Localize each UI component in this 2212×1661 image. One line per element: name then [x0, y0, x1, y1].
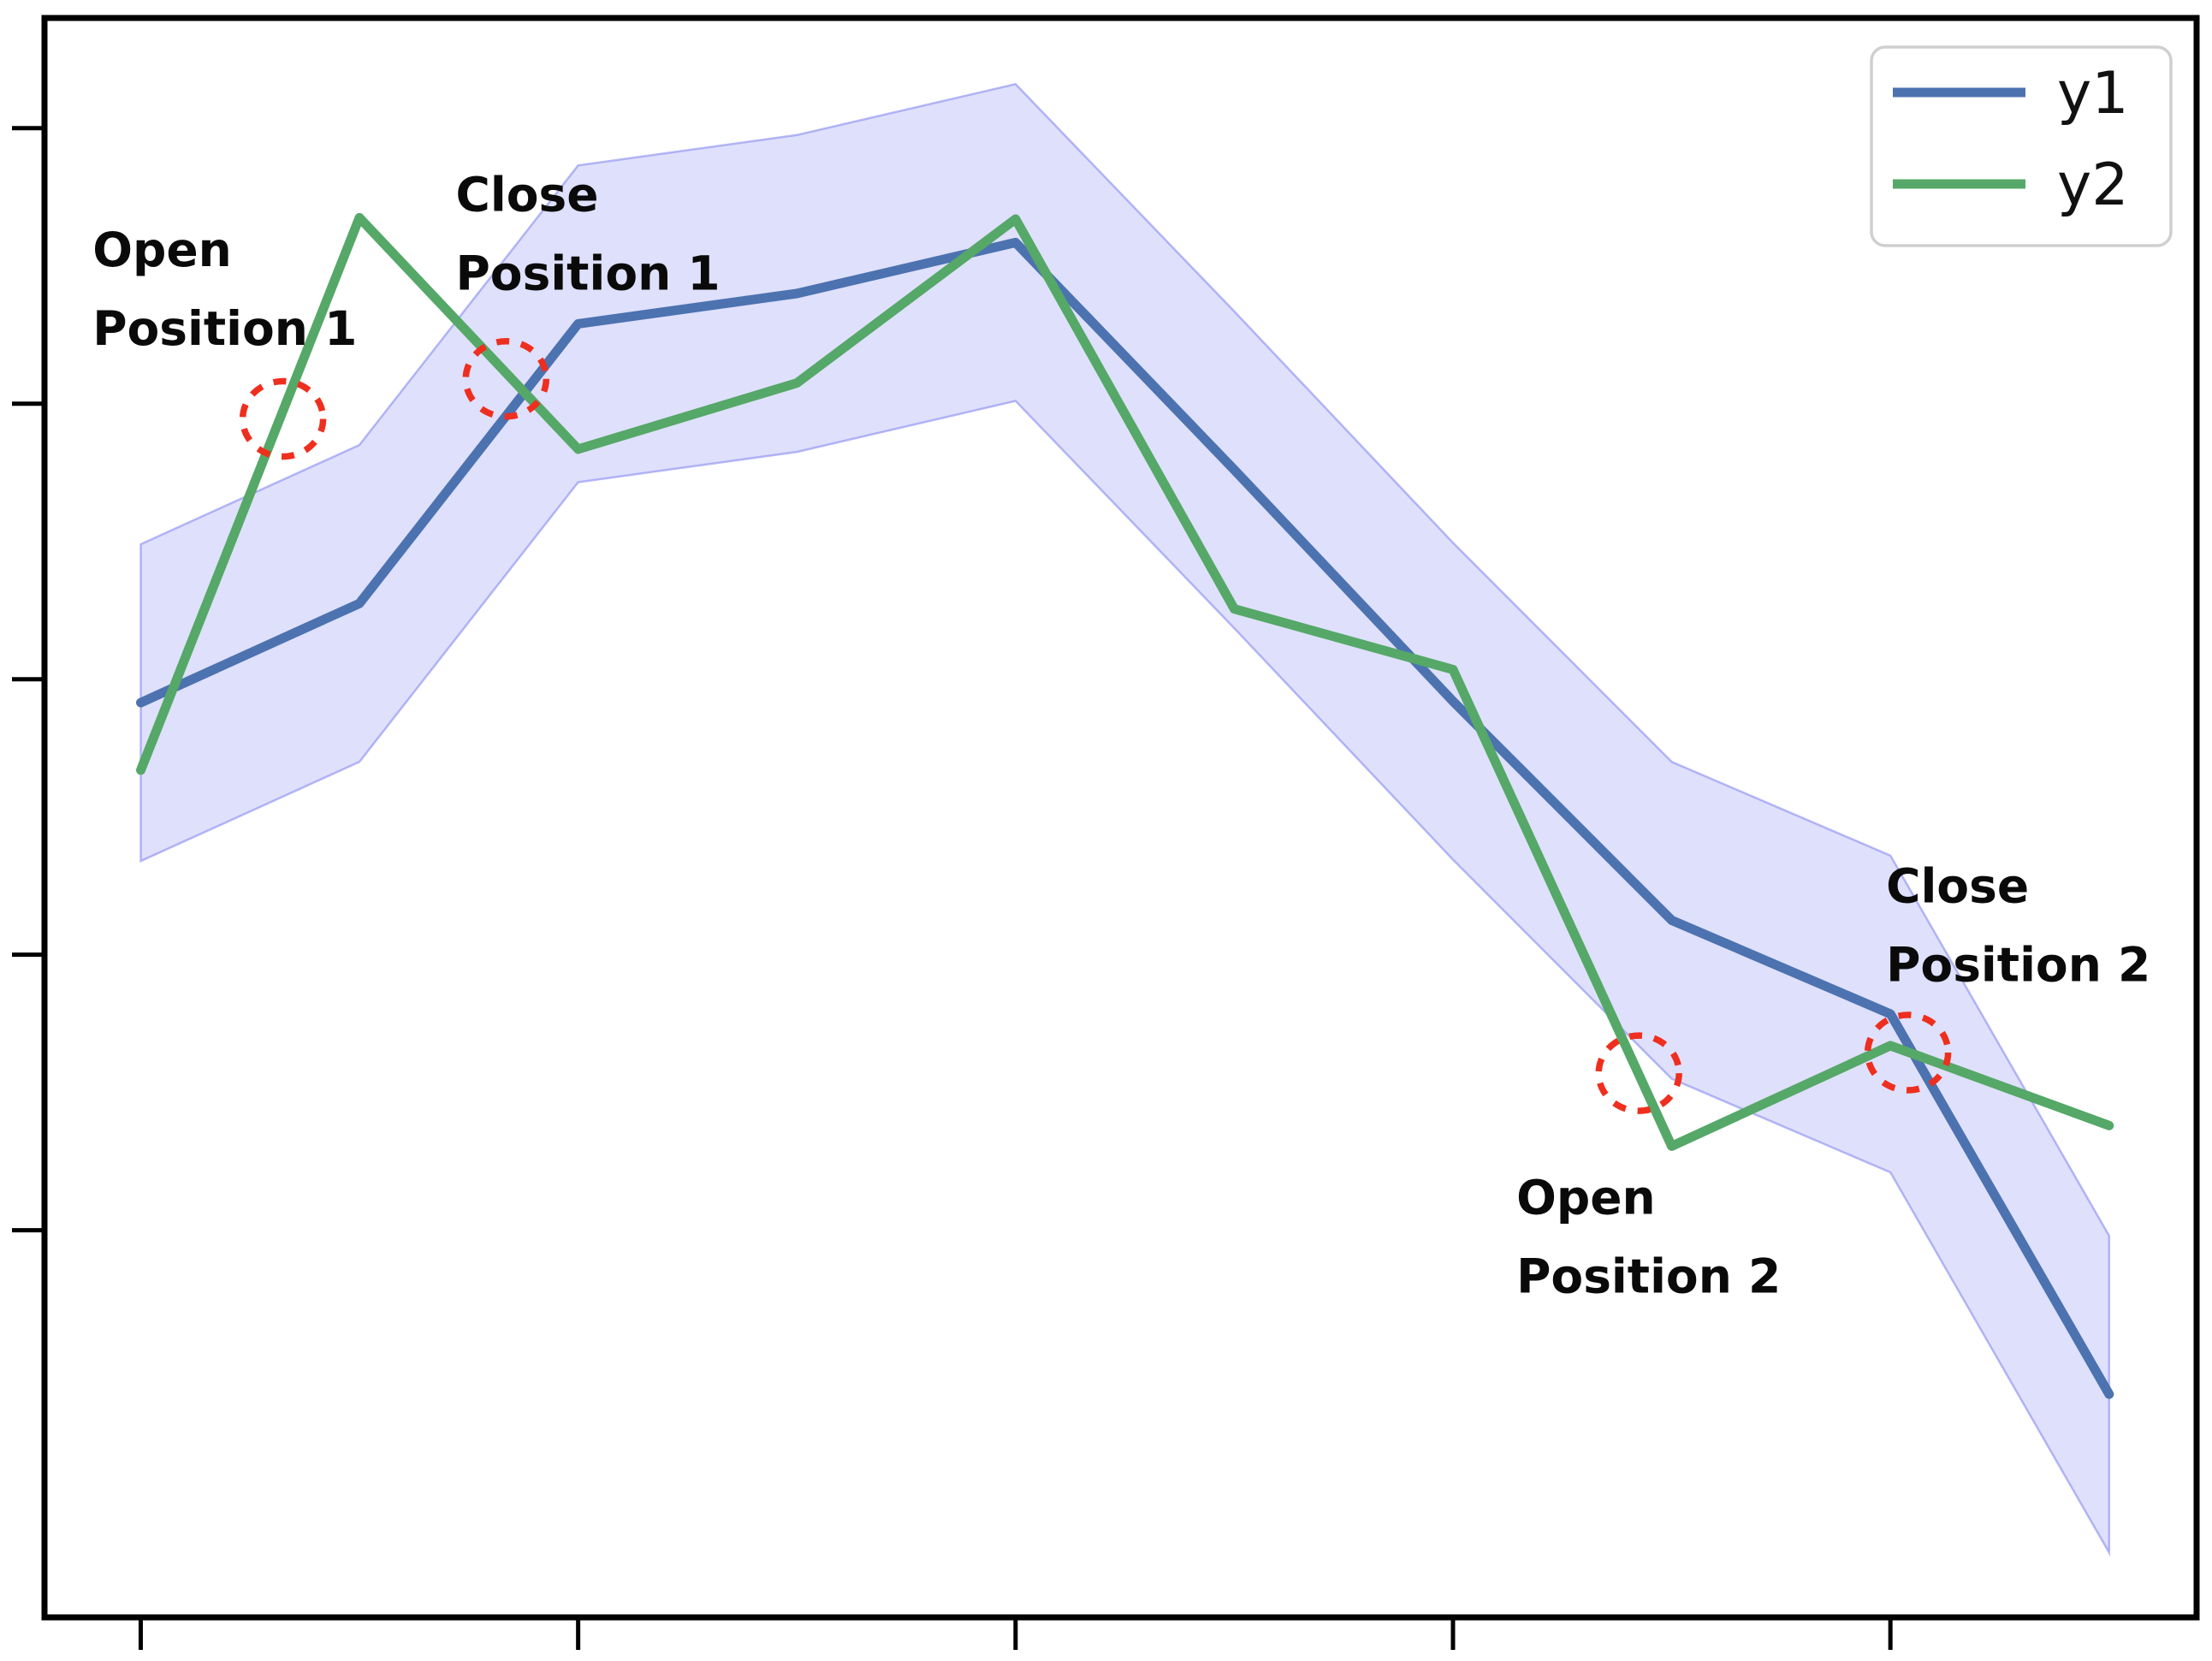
annotation-text-line: Position 2: [1886, 938, 2150, 993]
series-y2-line: [136, 212, 2114, 1151]
confidence-band-area: [139, 82, 2111, 1557]
annotation-text-line: Position 1: [92, 301, 357, 356]
legend-label-y1: y1: [2057, 60, 2129, 128]
annotation-text-line: Position 2: [1516, 1249, 1781, 1303]
close-position-1-marker-circle: [462, 338, 550, 420]
annotation-close-position-1: Close Position 1: [456, 167, 721, 300]
plot-border: [41, 15, 2200, 1621]
open-position-2-marker-circle: [1595, 1032, 1682, 1114]
annotation-text-line: Open: [1516, 1170, 1656, 1225]
legend-label-y2: y2: [2057, 151, 2129, 219]
open-position-1-marker-circle: [239, 377, 327, 460]
position-marker-circles: [239, 338, 1952, 1114]
annotation-text-line: Close: [1886, 859, 2029, 914]
x-axis-ticks: [138, 1617, 1893, 1650]
confidence-band: [139, 82, 2111, 1557]
close-position-2-marker-circle: [1864, 1011, 1952, 1094]
legend: y1 y2: [1870, 45, 2173, 247]
series-y1-line: [136, 237, 2114, 1399]
annotation-text-line: Close: [456, 167, 599, 222]
y-axis-ticks: [12, 126, 44, 1233]
annotation-text-line: Position 1: [456, 246, 721, 300]
annotation-open-position-1: Open Position 1: [92, 222, 357, 356]
annotation-open-position-2: Open Position 2: [1516, 1170, 1781, 1303]
annotation-text-line: Open: [92, 222, 232, 277]
annotation-close-position-2: Close Position 2: [1886, 859, 2150, 993]
